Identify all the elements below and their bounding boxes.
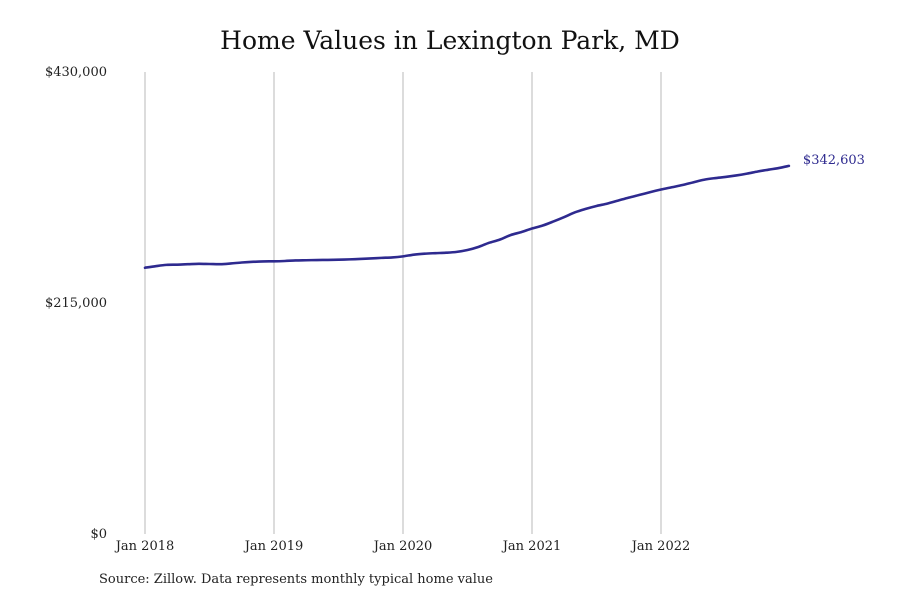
source-note: Source: Zillow. Data represents monthly …	[99, 572, 493, 587]
x-tick-label: Jan 2020	[372, 539, 433, 554]
x-tick-label: Jan 2019	[243, 539, 304, 554]
x-tick-label: Jan 2022	[630, 539, 691, 554]
y-axis-ticks: $0 $215,000 $430,000	[45, 65, 107, 542]
x-tick-label: Jan 2021	[501, 539, 562, 554]
chart-title: Home Values in Lexington Park, MD	[220, 26, 680, 55]
gridlines	[144, 72, 662, 534]
end-value-label: $342,603	[803, 153, 865, 168]
x-tick-label: Jan 2018	[114, 539, 175, 554]
y-tick-label: $215,000	[45, 296, 107, 311]
end-label-layer: $342,603	[803, 153, 865, 168]
series-line	[143, 164, 791, 270]
y-tick-label: $0	[90, 527, 107, 542]
y-tick-label: $430,000	[45, 65, 107, 80]
series-layer	[143, 164, 791, 270]
x-axis-ticks: Jan 2018 Jan 2019 Jan 2020 Jan 2021 Jan 2022	[114, 539, 691, 554]
